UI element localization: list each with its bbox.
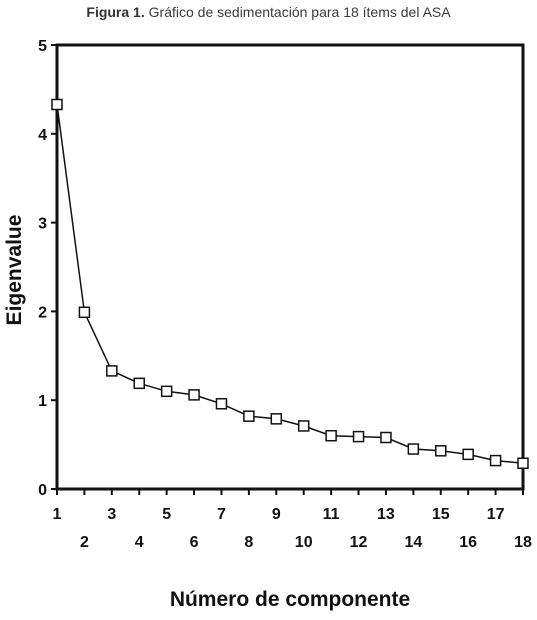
- y-tick-label: 1: [38, 393, 47, 410]
- x-tick-label: 8: [244, 534, 253, 551]
- y-tick-label: 3: [38, 216, 47, 233]
- y-tick-label: 5: [38, 38, 47, 55]
- x-tick-label: 4: [135, 534, 144, 551]
- x-axis-title: Número de componente: [170, 588, 410, 611]
- data-point-marker: [188, 389, 200, 401]
- x-tick-label: 13: [377, 506, 395, 523]
- x-tick-label: 17: [487, 506, 505, 523]
- data-point-marker: [270, 413, 283, 425]
- x-tick-label: 15: [432, 506, 450, 523]
- data-point-marker: [325, 429, 337, 442]
- x-tick-label: 18: [514, 534, 532, 551]
- data-point-marker: [106, 365, 118, 377]
- y-axis-title: Eigenvalue: [3, 215, 26, 326]
- x-tick-label: 3: [107, 506, 116, 523]
- figure-caption-text: Gráfico de sedimentación para 18 ítems d…: [148, 4, 451, 20]
- data-point-marker: [243, 410, 255, 422]
- eigenvalue-line: [56, 104, 524, 464]
- x-tick-label: 9: [272, 506, 281, 523]
- x-tick-label: 1: [53, 506, 62, 523]
- data-point-marker: [78, 306, 91, 319]
- data-point-marker: [435, 445, 447, 457]
- data-point-marker: [352, 430, 365, 443]
- data-point-marker: [297, 420, 310, 432]
- data-point-marker: [489, 454, 502, 467]
- figure-caption: Figura 1. Gráfico de sedimentación para …: [0, 4, 537, 20]
- y-tick-label: 0: [38, 482, 47, 499]
- y-tick-label: 4: [38, 127, 47, 144]
- data-point-marker: [133, 377, 145, 390]
- data-point-marker: [407, 443, 420, 455]
- plot-frame: [55, 43, 525, 491]
- x-tick-label: 5: [162, 506, 171, 523]
- x-tick-label: 6: [190, 534, 199, 551]
- x-tick-label: 14: [404, 534, 422, 551]
- data-point-marker: [215, 398, 228, 410]
- data-point-marker: [462, 448, 474, 461]
- data-point-marker: [51, 98, 63, 111]
- x-tick-label: 11: [323, 506, 340, 523]
- y-tick-label: 2: [38, 304, 47, 321]
- x-tick-label: 12: [350, 534, 368, 551]
- x-tick-label: 7: [217, 506, 226, 523]
- data-point-marker: [380, 431, 392, 444]
- figure-label: Figura 1.: [86, 4, 145, 20]
- x-tick-label: 2: [80, 534, 89, 551]
- data-point-marker: [160, 385, 173, 398]
- x-tick-label: 16: [459, 534, 477, 551]
- data-point-marker: [517, 457, 529, 469]
- x-tick-label: 10: [295, 534, 313, 551]
